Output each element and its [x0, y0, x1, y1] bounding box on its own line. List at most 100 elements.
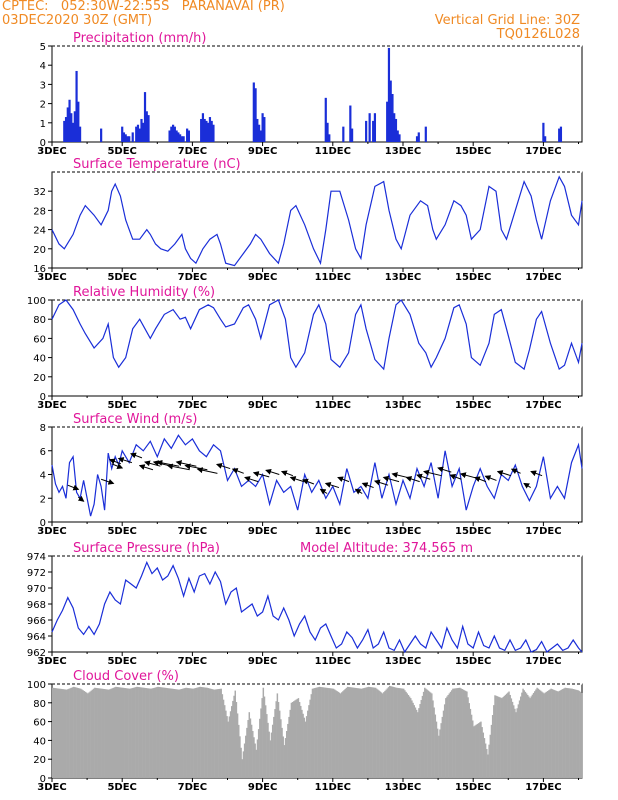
panel-annotation: Model Altitude: 374.565 m [300, 541, 473, 556]
cloud-bar [158, 686, 160, 778]
cloud-bar [302, 713, 304, 778]
x-tick-label: 15DEC [455, 656, 491, 667]
cloud-bar [350, 687, 352, 778]
cloud-bar [461, 689, 463, 778]
cloud-bar [198, 687, 200, 778]
cloud-bar [298, 702, 301, 778]
precip-bar [394, 118, 398, 142]
cloud-bar [360, 688, 363, 778]
cloud-bar [397, 687, 399, 778]
cloud-bar [420, 699, 423, 778]
precip-bar [182, 136, 185, 142]
cloud-bar [260, 708, 262, 778]
cloud-bar [208, 688, 211, 778]
cloud-bar [262, 687, 265, 778]
cloud-bar [539, 690, 542, 778]
cloud-bar [388, 685, 391, 778]
cloud-bar [179, 689, 181, 778]
cloud-bar [314, 688, 316, 778]
cloud-bar [95, 687, 97, 778]
precip-bar [140, 118, 143, 142]
y-tick-label: 974 [27, 552, 46, 563]
cloud-bar [281, 727, 283, 778]
cloud-bar [336, 691, 338, 778]
y-tick-label: 0 [40, 518, 46, 529]
cloud-bar [167, 688, 170, 778]
cloud-bar [328, 688, 330, 778]
precip-bar [398, 134, 401, 142]
cloud-bar [99, 688, 102, 778]
cloud-bar [296, 698, 298, 778]
cloud-bar [326, 687, 329, 778]
cloud-bar [427, 690, 430, 778]
cloud-bar [115, 686, 117, 778]
cloud-bar [233, 695, 235, 778]
precip-bar [257, 124, 261, 142]
precip-bar [207, 122, 210, 142]
precip-bar [63, 120, 66, 142]
cloud-bar [372, 687, 375, 778]
wind-arrow [289, 476, 304, 483]
cloud-bar [177, 689, 179, 778]
cloud-bar [502, 697, 504, 778]
cloud-bar [422, 691, 425, 778]
y-tick-label: 24 [33, 226, 46, 237]
panel-title: Relative Humidity (%) [73, 285, 215, 300]
precip-bar [542, 122, 545, 142]
cloud-bar [391, 686, 393, 778]
cloud-bar [523, 690, 525, 778]
cloud-bar [238, 724, 240, 778]
cloud-bar [209, 688, 212, 778]
cloud-bar [252, 731, 254, 778]
cloud-bar [80, 688, 82, 778]
cloud-bar [494, 695, 496, 778]
plot-frame [51, 45, 583, 143]
cloud-bar [159, 687, 162, 778]
cloud-bar [503, 695, 506, 778]
wind-arrow [459, 472, 477, 479]
wind-arrow [354, 488, 363, 495]
wind-arrow [373, 479, 389, 486]
cloud-bar [370, 687, 372, 778]
cloud-bar [536, 687, 538, 778]
cloud-bar [579, 691, 580, 778]
cloud-bar [153, 687, 156, 778]
cloud-bar [253, 737, 255, 778]
cloud-bar [538, 689, 541, 778]
cloud-bar [323, 687, 325, 778]
x-tick-label: 5DEC [107, 272, 136, 283]
y-tick-label: 3 [40, 80, 46, 91]
cloud-bar [207, 688, 210, 778]
cloud-bar [340, 692, 343, 778]
cloud-bar [392, 686, 394, 778]
cloud-bar [103, 689, 105, 778]
cloud-bar [562, 689, 564, 778]
cloud-bar [518, 700, 521, 778]
cloud-bar [176, 689, 178, 778]
cloud-bar [438, 735, 440, 778]
precip-bar [200, 118, 203, 142]
x-tick-label: 17DEC [525, 272, 561, 283]
cloud-bar [419, 704, 421, 778]
cloud-bar [432, 700, 434, 778]
cloud-bar [254, 743, 256, 778]
precip-bar [349, 105, 352, 142]
x-tick-label: 9DEC [248, 146, 277, 157]
y-tick-label: 4 [40, 471, 46, 482]
cloud-bar [188, 688, 191, 778]
cloud-bar [116, 686, 118, 778]
precip-bar [558, 128, 561, 142]
cloud-bar [325, 687, 328, 778]
x-tick-label: 9DEC [248, 656, 277, 667]
cloud-bar [289, 709, 291, 778]
cloud-bar [474, 725, 476, 778]
panel-6: Cloud Cover (%) 0 20 40 60 80 100 3DEC 5DEC 7DEC 9… [27, 669, 583, 793]
cloud-bar [443, 704, 446, 778]
cloud-bar [214, 689, 217, 778]
cloud-bar [181, 688, 184, 778]
cloud-bar [118, 687, 121, 778]
cloud-bar [426, 689, 428, 778]
cloud-bar [486, 749, 488, 778]
cloud-bar [197, 687, 199, 778]
